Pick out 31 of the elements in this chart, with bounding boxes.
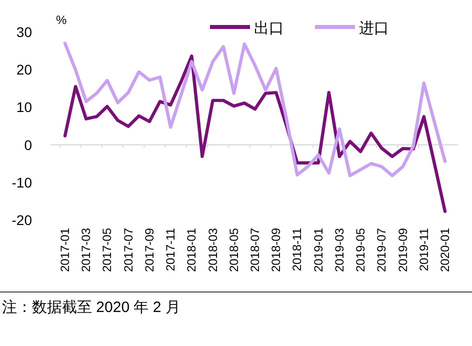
x-tick-label: 2019-05 [354,228,368,272]
y-tick-label: 10 [16,99,32,116]
x-tick-label: 2018-05 [226,228,241,272]
y-axis-title: % [56,13,67,27]
x-tick-label: 2020-01 [438,228,452,272]
x-tick-label: 2019-09 [396,228,410,272]
y-tick-label: 0 [24,136,32,153]
x-tick-label: 2019-07 [374,228,389,272]
x-tick-label: 2018-11 [290,228,304,272]
text: 注：数据截至 2020 年 2 月 [2,299,180,316]
y-tick-label: 20 [16,62,32,78]
line-series [63,42,447,178]
x-tick-label: 2017-01 [58,228,72,272]
x-tick-label: 2017-11 [164,228,178,272]
legend-label: 进口 [359,20,389,37]
y-tick-label: -20 [12,212,32,228]
x-tick-label: 2017-03 [79,228,94,272]
x-tick-label: 2017-09 [142,228,156,272]
x-tick-label: 2017-07 [121,228,136,272]
y-tick-label: 30 [16,24,32,40]
line-series [63,54,447,213]
x-tick-label: 2019-11 [416,228,431,272]
x-tick-label: 2018-03 [206,228,220,272]
x-tick-label: 2019-03 [332,228,346,272]
y-tick-label: -10 [12,174,32,190]
x-tick-label: 2018-07 [248,228,262,272]
x-tick-label: 2017-05 [100,228,114,272]
x-tick-label: 2018-01 [184,228,199,272]
legend-label: 出口 [254,20,284,37]
x-tick-label: 2018-09 [269,228,284,272]
x-tick-label: 2019-01 [311,228,326,272]
